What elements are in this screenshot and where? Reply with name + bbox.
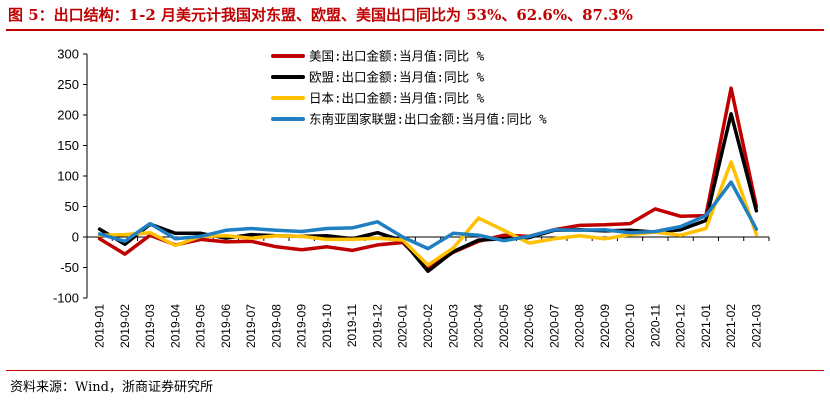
x-tick-label: 2019-11 (345, 304, 359, 347)
legend-label-0: 美国:出口金额:当月值:同比 % (309, 49, 485, 64)
x-tick-label: 2019-06 (219, 304, 233, 348)
y-tick-label: -50 (60, 260, 79, 275)
y-tick-label: 100 (57, 169, 79, 184)
x-tick-label: 2019-01 (93, 304, 107, 348)
x-tick-label: 2020-07 (547, 304, 561, 348)
x-tick-label: 2020-05 (497, 304, 511, 348)
x-tick-label: 2019-04 (168, 304, 182, 348)
x-tick-label: 2019-05 (194, 304, 208, 348)
x-tick-label: 2019-08 (269, 304, 283, 348)
x-tick-label: 2020-06 (522, 304, 536, 348)
y-tick-label: 50 (65, 199, 79, 214)
x-tick-label: 2020-08 (573, 304, 587, 348)
x-tick-label: 2020-12 (674, 304, 688, 348)
x-tick-label: 2020-02 (421, 304, 435, 348)
x-tick-label: 2021-01 (699, 304, 713, 348)
x-tick-label: 2020-01 (396, 304, 410, 348)
line-chart: -100 -50 0 50 100 150 200 250 300 2019-01 2019-02 2… (53, 47, 770, 348)
x-tick-label: 2020-10 (623, 304, 637, 348)
bottom-rule (6, 370, 824, 371)
x-tick-label: 2019-02 (118, 304, 132, 348)
legend-label-2: 日本:出口金额:当月值:同比 % (309, 91, 485, 106)
title-rule (6, 29, 824, 31)
chart-axes: -100 -50 0 50 100 150 200 250 300 2019-01 2019-02 2… (53, 47, 770, 348)
series-line-0 (97, 86, 759, 270)
x-tick-label: 2019-07 (244, 304, 258, 348)
chart-legend: 美国:出口金额:当月值:同比 % 欧盟:出口金额:当月值:同比 % 日本:出口金额:… (271, 49, 547, 127)
x-tick-label: 2019-10 (320, 304, 334, 348)
x-tick-label: 2019-03 (143, 304, 157, 348)
y-tick-label: 250 (57, 77, 79, 92)
x-tick-label: 2019-12 (370, 304, 384, 348)
series-line-3 (97, 180, 759, 251)
x-tick-label: 2019-09 (295, 304, 309, 348)
legend-label-3: 东南亚国家联盟:出口金额:当月值:同比 % (309, 112, 547, 127)
x-tick-label: 2020-09 (598, 304, 612, 348)
series-layer (97, 86, 759, 273)
y-tick-label: 0 (72, 230, 79, 245)
x-tick-label: 2021-02 (724, 304, 738, 348)
x-tick-label: 2020-11 (648, 304, 662, 347)
x-tick-label: 2020-03 (446, 304, 460, 348)
y-tick-label: -100 (53, 291, 79, 306)
y-tick-label: 300 (57, 47, 79, 62)
x-tick-label: 2021-03 (749, 304, 763, 348)
source-note: 资料来源：Wind，浙商证券研究所 (10, 380, 213, 395)
y-tick-label: 150 (57, 138, 79, 153)
x-tick-label: 2020-04 (472, 304, 486, 348)
legend-label-1: 欧盟:出口金额:当月值:同比 % (309, 70, 485, 85)
y-tick-label: 200 (57, 108, 79, 123)
figure-title: 图 5：出口结构：1-2 月美元计我国对东盟、欧盟、美国出口同比为 53%、62… (8, 6, 633, 24)
